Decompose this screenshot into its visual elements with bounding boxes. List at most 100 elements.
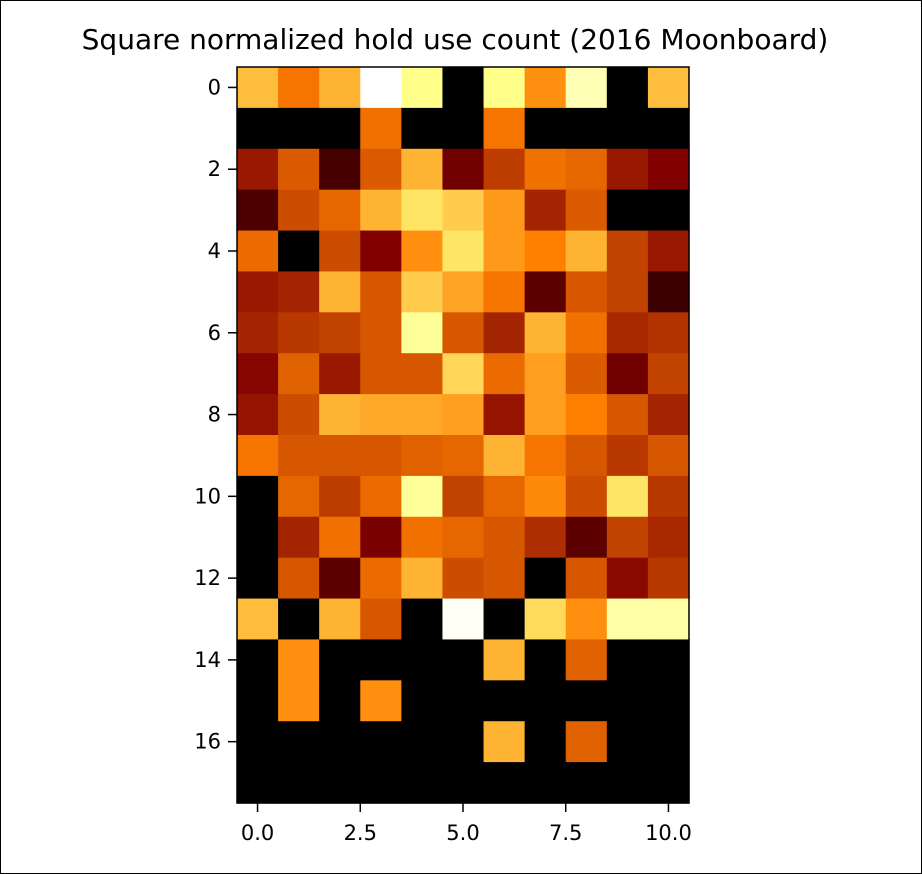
heatmap-cell-r11-c3 xyxy=(360,516,402,559)
heatmap-cell-r16-c7 xyxy=(524,721,567,763)
heatmap-cell-r9-c9 xyxy=(606,435,649,477)
heatmap-cell-r13-c0 xyxy=(237,598,279,641)
heatmap-cell-r10-c0 xyxy=(237,475,279,518)
heatmap-cell-r1-c8 xyxy=(565,107,608,150)
heatmap-cell-r5-c9 xyxy=(606,271,649,313)
heatmap-cell-r15-c7 xyxy=(524,680,567,722)
heatmap-cell-r8-c8 xyxy=(565,394,608,436)
heatmap-cell-r11-c7 xyxy=(524,516,567,559)
heatmap-cell-r10-c8 xyxy=(565,475,608,518)
heatmap-cell-r6-c2 xyxy=(319,312,361,354)
heatmap-cell-r10-c6 xyxy=(483,475,526,518)
heatmap-cell-r8-c10 xyxy=(647,394,690,436)
heatmap-cell-r6-c4 xyxy=(401,312,444,354)
heatmap-cell-r5-c5 xyxy=(442,271,485,313)
heatmap-cell-r10-c9 xyxy=(606,475,649,518)
heatmap-cell-r13-c5 xyxy=(442,598,485,641)
heatmap-cell-r12-c5 xyxy=(442,557,485,600)
heatmap-cell-r2-c1 xyxy=(278,148,320,191)
heatmap-cell-r11-c5 xyxy=(442,516,485,559)
y-axis: 0 2 4 6 8 10 12 14 16 xyxy=(194,75,237,754)
heatmap-cell-r15-c5 xyxy=(442,680,485,722)
heatmap-cell-r6-c6 xyxy=(483,312,526,354)
heatmap-cell-r9-c10 xyxy=(647,435,690,477)
heatmap-cell-r4-c1 xyxy=(278,230,320,273)
heatmap-cell-r9-c0 xyxy=(237,435,279,477)
heatmap-cell-r12-c1 xyxy=(278,557,320,600)
heatmap-cell-r13-c4 xyxy=(401,598,444,641)
heatmap-cell-r7-c10 xyxy=(647,353,690,395)
x-tick-label: 0.0 xyxy=(241,821,274,845)
heatmap-cell-r13-c7 xyxy=(524,598,567,641)
heatmap-cell-r6-c8 xyxy=(565,312,608,354)
heatmap-cell-r14-c9 xyxy=(606,639,649,681)
heatmap-cell-r9-c4 xyxy=(401,435,444,477)
heatmap-cell-r3-c5 xyxy=(442,189,485,232)
heatmap-cell-r12-c6 xyxy=(483,557,526,600)
heatmap-cell-r5-c10 xyxy=(647,271,690,313)
y-tick-label: 16 xyxy=(194,730,221,754)
heatmap-cell-r12-c2 xyxy=(319,557,361,600)
heatmap-cell-r0-c6 xyxy=(483,67,526,109)
heatmap-cell-r13-c10 xyxy=(647,598,690,641)
heatmap-cell-r14-c6 xyxy=(483,639,526,681)
heatmap-cell-r17-c2 xyxy=(319,762,361,804)
heatmap-cell-r11-c1 xyxy=(278,516,320,559)
heatmap-cell-r17-c9 xyxy=(606,762,649,804)
y-tick-label: 10 xyxy=(194,484,221,508)
heatmap-cell-r13-c3 xyxy=(360,598,402,641)
heatmap-cell-r17-c3 xyxy=(360,762,402,804)
heatmap-cell-r7-c4 xyxy=(401,353,444,395)
heatmap-cell-r12-c3 xyxy=(360,557,402,600)
heatmap-cell-r12-c0 xyxy=(237,557,279,600)
heatmap-cell-r8-c5 xyxy=(442,394,485,436)
heatmap-cell-r10-c5 xyxy=(442,475,485,518)
heatmap-cell-r11-c0 xyxy=(237,516,279,559)
heatmap-cell-r7-c9 xyxy=(606,353,649,395)
heatmap-cell-r17-c0 xyxy=(237,762,279,804)
heatmap-cell-r5-c3 xyxy=(360,271,402,313)
heatmap-cell-r15-c0 xyxy=(237,680,279,722)
heatmap-cell-r5-c4 xyxy=(401,271,444,313)
heatmap-cell-r13-c1 xyxy=(278,598,320,641)
heatmap-cell-r8-c4 xyxy=(401,394,444,436)
heatmap-cell-r7-c5 xyxy=(442,353,485,395)
heatmap-cell-r4-c5 xyxy=(442,230,485,273)
heatmap-cell-r0-c8 xyxy=(565,67,608,109)
heatmap-cell-r16-c9 xyxy=(606,721,649,763)
y-tick-label: 0 xyxy=(208,75,221,99)
heatmap-cell-r13-c8 xyxy=(565,598,608,641)
heatmap-cell-r9-c1 xyxy=(278,435,320,477)
heatmap-cell-r0-c10 xyxy=(647,67,690,109)
heatmap-cell-r15-c6 xyxy=(483,680,526,722)
heatmap-cell-r0-c1 xyxy=(278,67,320,109)
heatmap-cell-r10-c7 xyxy=(524,475,567,518)
heatmap-cell-r2-c8 xyxy=(565,148,608,191)
heatmap-cell-r15-c10 xyxy=(647,680,690,722)
heatmap-cell-r10-c2 xyxy=(319,475,361,518)
heatmap-cell-r1-c5 xyxy=(442,107,485,150)
y-tick-label: 6 xyxy=(208,321,221,345)
heatmap-cell-r0-c3 xyxy=(360,67,402,109)
heatmap-cell-r1-c6 xyxy=(483,107,526,150)
heatmap-cell-r0-c9 xyxy=(606,67,649,109)
heatmap-cell-r14-c8 xyxy=(565,639,608,681)
chart-title: Square normalized hold use count (2016 M… xyxy=(82,23,829,56)
heatmap-cell-r17-c6 xyxy=(483,762,526,804)
heatmap-cell-r5-c8 xyxy=(565,271,608,313)
heatmap-cell-r4-c9 xyxy=(606,230,649,273)
heatmap-cell-r1-c1 xyxy=(278,107,320,150)
heatmap-cell-r0-c4 xyxy=(401,67,444,109)
heatmap-cell-r13-c2 xyxy=(319,598,361,641)
x-axis: 0.0 2.5 5.0 7.5 10.0 xyxy=(241,803,692,845)
heatmap-cell-r13-c9 xyxy=(606,598,649,641)
heatmap-cell-r3-c10 xyxy=(647,189,690,232)
heatmap-cell-r9-c2 xyxy=(319,435,361,477)
heatmap-cell-r15-c1 xyxy=(278,680,320,722)
heatmap-cell-r0-c7 xyxy=(524,67,567,109)
heatmap-cell-r1-c7 xyxy=(524,107,567,150)
heatmap-cell-r7-c8 xyxy=(565,353,608,395)
heatmap-cell-r17-c7 xyxy=(524,762,567,804)
heatmap-cell-r7-c2 xyxy=(319,353,361,395)
y-tick-label: 12 xyxy=(194,566,221,590)
